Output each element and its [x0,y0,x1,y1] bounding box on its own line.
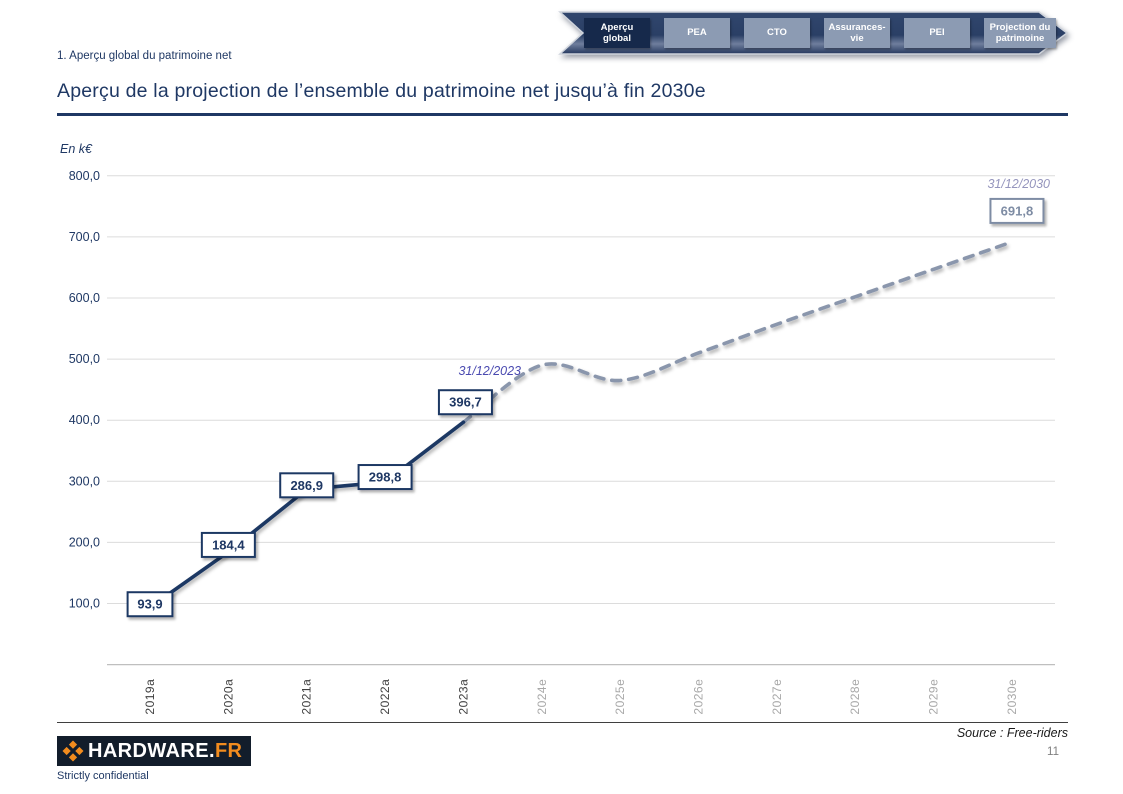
data-label-box [279,472,335,499]
tab-label-line: Aperçu [600,21,634,33]
logo: HARDWARE. FR [57,736,252,766]
tab-label-line: patrimoine [995,33,1045,44]
y-tick-label: 300,0 [69,474,100,488]
logo-suffix-text: FR [214,739,243,762]
x-tick-label: 2024e [535,679,549,715]
tab-label-line: Assurances- [828,21,886,33]
y-tick-label: 100,0 [69,597,100,611]
x-tick-label: 2021a [300,679,314,715]
date-annotation: 31/12/2023 [458,364,521,378]
y-tick-label: 500,0 [69,352,100,366]
data-label-box [357,464,413,491]
y-tick-label: 200,0 [69,535,100,549]
tab-label-line: PEI [929,27,945,39]
x-tick-label: 2023a [456,679,470,715]
data-label-value: 298,8 [369,470,402,485]
data-label-value: 93,9 [137,597,162,612]
confidential-note: Strictly confidential [57,770,149,782]
y-tick-label: 600,0 [69,291,100,305]
data-label-box [437,389,493,416]
nav-banner: Aperçu global PEA CTO Assurances-vie PEI Proje… [558,9,1070,57]
data-label-value: 286,9 [290,478,323,493]
y-tick-label: 700,0 [69,230,100,244]
x-tick-label: 2019a [143,679,157,715]
x-tick-label: 2030e [1005,679,1019,715]
x-tick-label: 2027e [770,679,784,715]
tab-label-line: CTO [767,27,787,39]
x-tick-label: 2025e [613,679,627,715]
y-axis-unit-label: En k€ [60,142,93,156]
tab-pea[interactable]: PEA [664,18,730,48]
page-number: 11 [1047,746,1059,758]
page-title: Aperçu de la projection de l’ensemble du… [57,80,706,102]
nav-tabs: Aperçu global PEA CTO Assurances-vie PEI Proje… [584,18,1056,48]
x-tick-label: 2026e [692,679,706,715]
title-underline [57,113,1068,116]
data-label-box [989,197,1045,224]
tab-label-line: PEA [687,27,707,39]
tab-cto[interactable]: CTO [744,18,810,48]
x-tick-label: 2022a [378,679,392,715]
projection-line [461,240,1014,425]
x-tick-label: 2028e [848,679,862,715]
data-label-box [126,591,174,618]
x-tick-label: 2020a [221,679,235,715]
tab-assurances-vie[interactable]: Assurances-vie [824,18,890,48]
data-label-value: 691,8 [1001,203,1034,218]
logo-text: HARDWARE. [88,739,215,762]
date-annotation: 31/12/2030 [987,177,1050,191]
y-tick-label: 800,0 [69,169,100,183]
logo-diamond-icon [61,739,85,763]
actual-line [148,420,466,610]
tab-aper-u-global[interactable]: Aperçu global [584,18,650,48]
breadcrumb: 1. Aperçu global du patrimoine net [57,50,232,62]
data-label-value: 184,4 [212,537,245,552]
data-label-value: 396,7 [449,395,482,410]
tab-projection-du-patrimoine[interactable]: Projection du patrimoine [984,18,1056,48]
data-label-box [200,531,256,558]
x-tick-label: 2029e [927,679,941,715]
tab-label-line: vie [850,33,864,44]
tab-label-line: Projection du [989,21,1051,33]
footer-divider [57,722,1068,723]
source-text: Source : Free-riders [956,726,1068,740]
y-tick-label: 400,0 [69,413,100,427]
tab-label-line: global [603,33,631,44]
tab-pei[interactable]: PEI [904,18,970,48]
